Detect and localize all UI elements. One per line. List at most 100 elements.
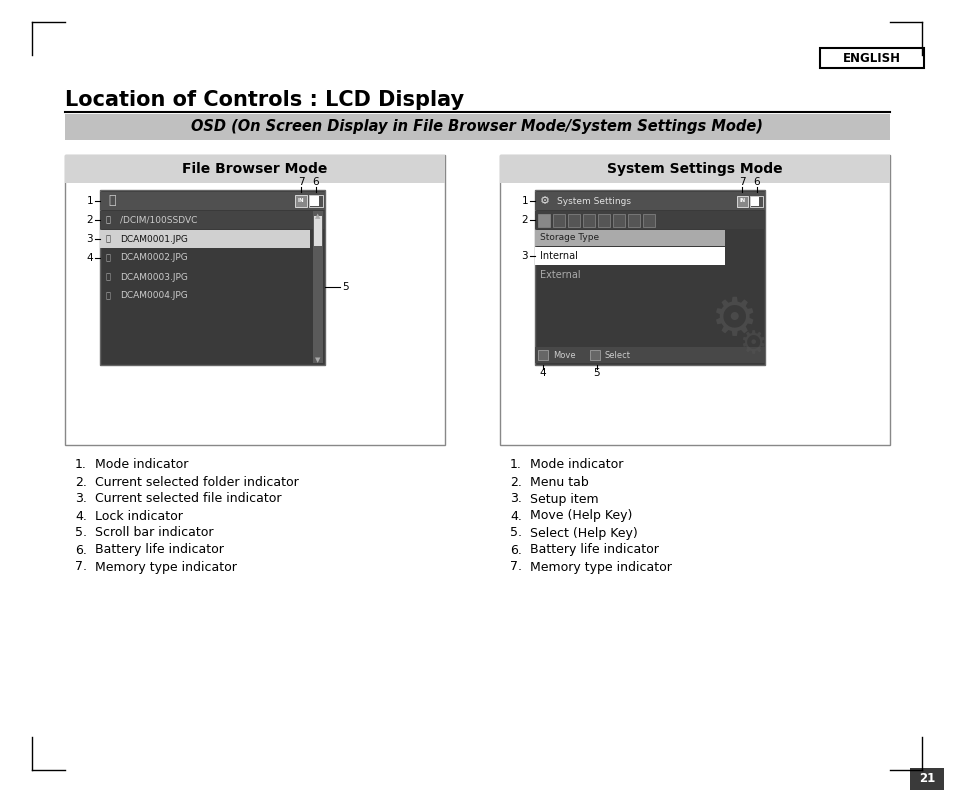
Bar bbox=[100, 211, 325, 229]
Bar bbox=[499, 155, 889, 445]
Bar bbox=[909, 768, 943, 790]
Bar bbox=[100, 190, 325, 365]
Text: Battery life indicator: Battery life indicator bbox=[95, 544, 224, 557]
Bar bbox=[582, 214, 595, 227]
Bar bbox=[314, 216, 322, 246]
Text: DCAM0004.JPG: DCAM0004.JPG bbox=[120, 291, 188, 301]
Text: ▼: ▼ bbox=[315, 357, 320, 363]
Bar bbox=[65, 155, 444, 445]
Text: 21: 21 bbox=[918, 772, 934, 785]
Text: 2: 2 bbox=[87, 215, 92, 225]
Bar bbox=[589, 350, 599, 360]
Text: IN: IN bbox=[297, 197, 304, 202]
Text: ⚙: ⚙ bbox=[739, 330, 766, 359]
Text: 6: 6 bbox=[753, 177, 760, 187]
Bar bbox=[737, 196, 747, 207]
Text: Setup item: Setup item bbox=[530, 492, 598, 505]
Text: 🔒: 🔒 bbox=[106, 273, 111, 282]
Text: 7.: 7. bbox=[75, 561, 87, 573]
Text: 5.: 5. bbox=[75, 526, 87, 540]
Text: 📁: 📁 bbox=[108, 195, 115, 208]
Bar bbox=[820, 48, 923, 68]
Text: 7.: 7. bbox=[510, 561, 521, 573]
Text: DCAM0003.JPG: DCAM0003.JPG bbox=[120, 273, 188, 282]
Bar bbox=[598, 214, 609, 227]
Text: IN: IN bbox=[739, 197, 745, 202]
Text: 4: 4 bbox=[87, 253, 92, 263]
Text: 🔒: 🔒 bbox=[106, 253, 111, 262]
Text: 4.: 4. bbox=[510, 509, 521, 522]
Text: OSD (On Screen Display in File Browser Mode/System Settings Mode): OSD (On Screen Display in File Browser M… bbox=[191, 119, 762, 135]
Bar bbox=[535, 230, 724, 246]
Text: 4: 4 bbox=[539, 368, 546, 378]
Text: 4.: 4. bbox=[75, 509, 87, 522]
Bar bbox=[613, 214, 624, 227]
Text: 1.: 1. bbox=[510, 459, 521, 472]
Text: 6.: 6. bbox=[510, 544, 521, 557]
Text: File Browser Mode: File Browser Mode bbox=[182, 162, 327, 176]
Text: 3.: 3. bbox=[510, 492, 521, 505]
Bar bbox=[535, 247, 724, 265]
Bar bbox=[65, 155, 444, 183]
Text: Mode indicator: Mode indicator bbox=[530, 459, 622, 472]
Bar bbox=[537, 214, 550, 227]
Bar bbox=[65, 114, 889, 140]
Text: /DCIM/100SSDVC: /DCIM/100SSDVC bbox=[120, 216, 197, 225]
Text: ENGLISH: ENGLISH bbox=[842, 51, 900, 64]
Text: Current selected file indicator: Current selected file indicator bbox=[95, 492, 281, 505]
Text: Scroll bar indicator: Scroll bar indicator bbox=[95, 526, 213, 540]
Text: 7: 7 bbox=[297, 177, 304, 187]
Bar bbox=[309, 195, 323, 207]
Text: Move: Move bbox=[553, 350, 575, 359]
Bar bbox=[642, 214, 655, 227]
Text: 3: 3 bbox=[521, 251, 527, 261]
Text: Select (Help Key): Select (Help Key) bbox=[530, 526, 638, 540]
Bar bbox=[499, 155, 889, 183]
Text: 2.: 2. bbox=[510, 476, 521, 488]
Bar bbox=[313, 211, 323, 363]
Text: Memory type indicator: Memory type indicator bbox=[95, 561, 236, 573]
Bar bbox=[535, 192, 764, 210]
Bar bbox=[100, 230, 310, 248]
Text: ⚙: ⚙ bbox=[711, 294, 758, 346]
Text: Lock indicator: Lock indicator bbox=[95, 509, 183, 522]
Bar bbox=[100, 192, 325, 210]
Text: Storage Type: Storage Type bbox=[539, 233, 598, 242]
Bar bbox=[627, 214, 639, 227]
Text: Move (Help Key): Move (Help Key) bbox=[530, 509, 632, 522]
Text: 6: 6 bbox=[313, 177, 319, 187]
Text: ⚙: ⚙ bbox=[539, 196, 550, 206]
Text: Current selected folder indicator: Current selected folder indicator bbox=[95, 476, 298, 488]
Text: Mode indicator: Mode indicator bbox=[95, 459, 188, 472]
Text: ▲: ▲ bbox=[315, 213, 320, 219]
Text: 3: 3 bbox=[87, 234, 92, 244]
Bar bbox=[553, 214, 564, 227]
Text: Internal: Internal bbox=[539, 251, 578, 261]
Text: 5: 5 bbox=[341, 282, 348, 292]
Text: Menu tab: Menu tab bbox=[530, 476, 588, 488]
Text: 2.: 2. bbox=[75, 476, 87, 488]
Text: Select: Select bbox=[604, 350, 630, 359]
Text: System Settings: System Settings bbox=[557, 196, 630, 205]
Bar bbox=[749, 196, 762, 207]
Text: DCAM0002.JPG: DCAM0002.JPG bbox=[120, 253, 188, 262]
Text: 1.: 1. bbox=[75, 459, 87, 472]
Text: Battery life indicator: Battery life indicator bbox=[530, 544, 659, 557]
Bar bbox=[567, 214, 579, 227]
Bar bbox=[535, 190, 764, 365]
Text: External: External bbox=[539, 270, 580, 280]
Text: System Settings Mode: System Settings Mode bbox=[606, 162, 782, 176]
Text: 1: 1 bbox=[87, 196, 92, 206]
Text: 5.: 5. bbox=[510, 526, 521, 540]
Bar bbox=[535, 347, 764, 363]
Text: Location of Controls : LCD Display: Location of Controls : LCD Display bbox=[65, 90, 464, 110]
Bar bbox=[310, 196, 318, 206]
Text: 1: 1 bbox=[521, 196, 527, 206]
Bar bbox=[294, 195, 307, 207]
Text: 6.: 6. bbox=[75, 544, 87, 557]
Bar bbox=[537, 350, 547, 360]
Text: 5: 5 bbox=[593, 368, 599, 378]
Text: 📁: 📁 bbox=[106, 216, 111, 225]
Text: 7: 7 bbox=[738, 177, 744, 187]
Text: 🔒: 🔒 bbox=[106, 234, 111, 244]
